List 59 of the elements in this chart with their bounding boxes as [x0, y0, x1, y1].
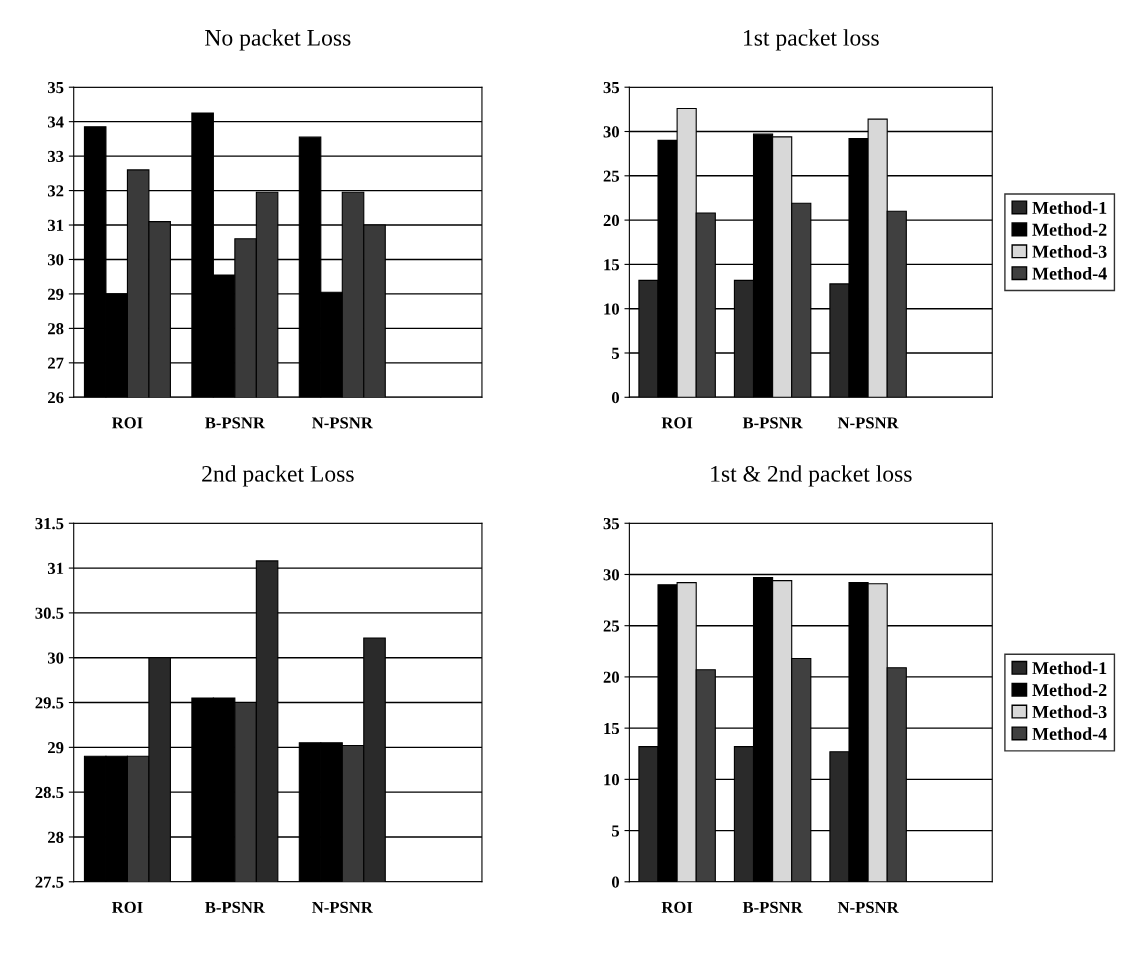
- y-tick-label: 29: [48, 742, 64, 754]
- y-tick-label: 28: [48, 323, 64, 335]
- legend-label: Method-3: [1032, 245, 1107, 258]
- legend-label: Method-4: [1032, 727, 1107, 740]
- y-tick-label: 30: [47, 254, 64, 266]
- y-tick-label: 35: [603, 518, 620, 530]
- chart-title: No packet Loss: [205, 29, 351, 51]
- legend-label: Method-3: [1032, 705, 1107, 719]
- y-tick-label: 26: [48, 392, 64, 404]
- legend-label: Method-1: [1032, 661, 1107, 675]
- y-tick-label: 30: [47, 652, 64, 664]
- y-tick-label: 28.5: [35, 786, 64, 799]
- y-tick-label: 20: [603, 214, 620, 227]
- chart-title: 1st & 2nd packet loss: [711, 465, 912, 487]
- y-tick-label: 31.5: [35, 518, 64, 530]
- y-tick-label: 30.5: [35, 607, 64, 619]
- y-tick-label: 32: [47, 185, 64, 197]
- x-tick-label: ROI: [111, 901, 143, 913]
- x-tick-label: N-PSNR: [837, 901, 899, 913]
- x-tick-label: ROI: [661, 417, 693, 429]
- y-tick-label: 0: [611, 876, 620, 888]
- chart-title: 2nd packet Loss: [202, 465, 354, 487]
- y-tick-label: 34: [47, 116, 64, 128]
- y-tick-label: 27.5: [35, 876, 64, 888]
- y-tick-label: 28: [48, 831, 64, 843]
- y-tick-label: 30: [603, 569, 620, 581]
- x-tick-label: B-PSNR: [205, 417, 266, 429]
- legend-label: Method-2: [1032, 223, 1107, 236]
- chart-title: 1st packet loss: [744, 29, 879, 51]
- y-tick-label: 5: [611, 825, 620, 837]
- y-tick-label: 31: [47, 562, 64, 575]
- x-tick-label: ROI: [111, 417, 143, 429]
- x-tick-label: N-PSNR: [837, 417, 899, 429]
- y-tick-label: 15: [604, 259, 620, 271]
- x-tick-label: ROI: [661, 901, 693, 913]
- legend-label: Method-1: [1032, 201, 1107, 214]
- y-tick-label: 10: [604, 774, 620, 786]
- y-tick-label: 15: [604, 722, 620, 735]
- y-tick-label: 33: [47, 150, 64, 163]
- y-tick-label: 30: [603, 126, 620, 138]
- y-tick-label: 25: [603, 170, 620, 182]
- x-tick-label: N-PSNR: [312, 901, 373, 913]
- y-tick-label: 5: [611, 347, 620, 359]
- y-tick-label: 31: [47, 219, 64, 231]
- y-tick-label: 25: [603, 620, 620, 632]
- legend-label: Method-2: [1032, 683, 1107, 697]
- x-tick-label: N-PSNR: [312, 417, 373, 429]
- y-tick-label: 29.5: [35, 697, 64, 709]
- y-tick-label: 0: [611, 391, 620, 404]
- x-tick-label: B-PSNR: [205, 901, 266, 913]
- x-tick-label: B-PSNR: [742, 417, 803, 429]
- y-tick-label: 35: [47, 81, 64, 94]
- y-tick-label: 10: [604, 303, 620, 315]
- y-tick-label: 35: [603, 81, 620, 94]
- y-tick-label: 27: [48, 357, 64, 369]
- legend-label: Method-4: [1032, 266, 1107, 280]
- y-tick-label: 29: [48, 288, 64, 300]
- x-tick-label: B-PSNR: [742, 901, 803, 913]
- y-tick-label: 20: [603, 671, 620, 683]
